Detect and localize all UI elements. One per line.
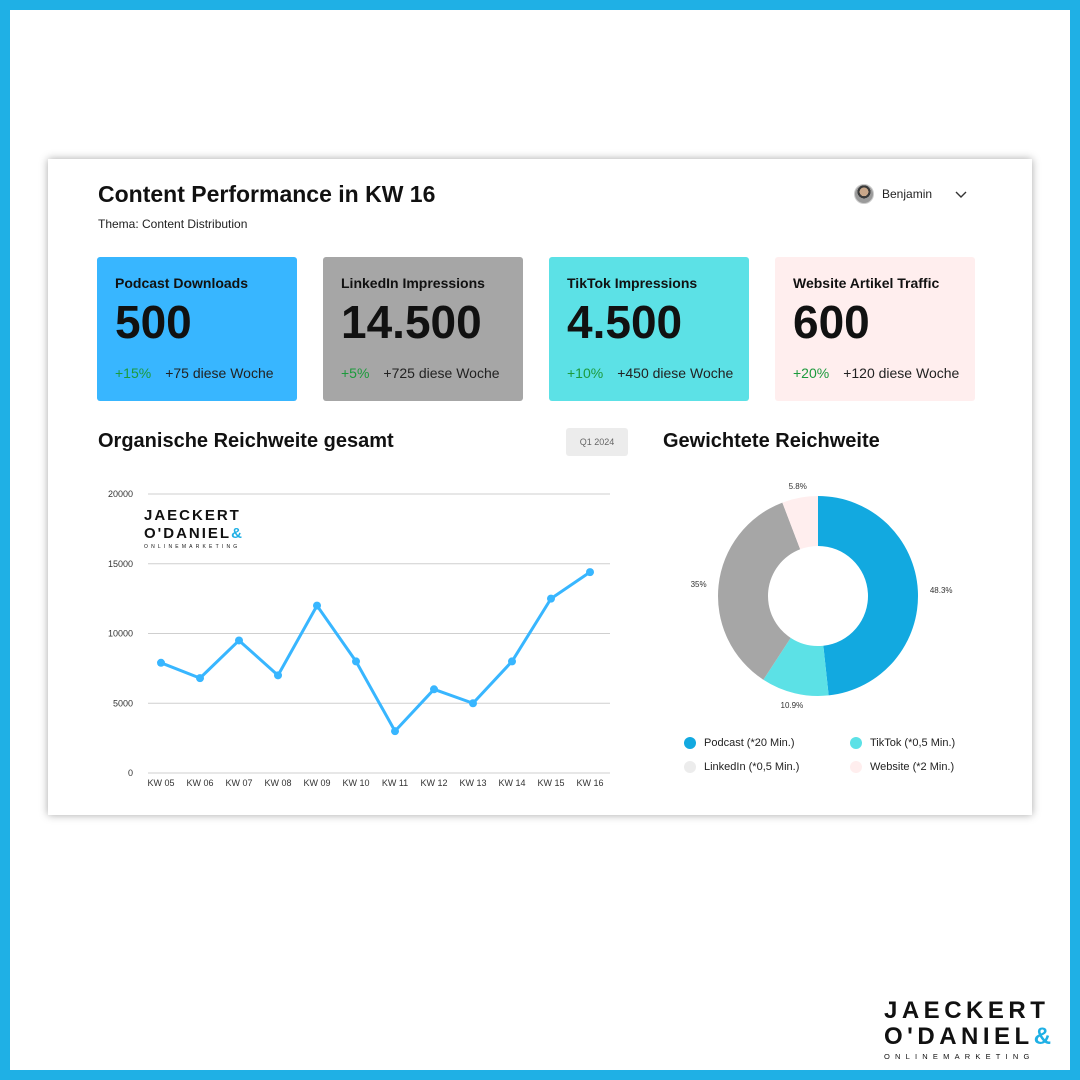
data-point	[235, 636, 243, 645]
y-tick-label: 0	[128, 768, 133, 778]
legend-item-linkedin[interactable]: LinkedIn (*0,5 Min.)	[684, 761, 850, 773]
chart-watermark-logo: JAECKERT O'DANIEL& ONLINEMARKETING	[144, 507, 244, 550]
kpi-label: LinkedIn Impressions	[341, 275, 485, 291]
watermark-line3: ONLINEMARKETING	[144, 544, 241, 550]
kpi-card-podcast: Podcast Downloads 500 +15% +75 diese Woch…	[97, 257, 297, 401]
legend-dot	[684, 761, 696, 773]
y-tick-label: 10000	[108, 629, 133, 639]
user-menu[interactable]: Benjamin	[854, 183, 968, 205]
legend-dot	[850, 737, 862, 749]
data-point	[430, 685, 438, 694]
slice-value-label: 35%	[691, 580, 707, 589]
data-point	[547, 594, 555, 603]
x-tick-label: KW 09	[303, 778, 330, 788]
x-tick-label: KW 06	[186, 778, 213, 788]
line-chart-title: Organische Reichweite gesamt	[98, 430, 394, 452]
kpi-value: 500	[115, 296, 192, 348]
kpi-card-website: Website Artikel Traffic 600 +20% +120 die…	[775, 257, 975, 401]
legend-label: Podcast (*20 Min.)	[704, 737, 795, 749]
legend-item-tiktok[interactable]: TikTok (*0,5 Min.)	[850, 737, 994, 749]
avatar[interactable]	[854, 184, 874, 204]
data-point	[196, 674, 204, 683]
x-tick-label: KW 10	[342, 778, 369, 788]
data-point	[274, 671, 282, 680]
data-point	[586, 568, 594, 577]
data-point	[352, 657, 360, 666]
y-tick-label: 20000	[108, 489, 133, 499]
watermark-line2: O'DANIEL	[144, 525, 232, 542]
brand-line3: ONLINEMARKETING	[884, 1052, 1035, 1061]
x-tick-label: KW 11	[382, 778, 408, 788]
watermark-amp: &	[231, 525, 244, 542]
y-tick-label: 15000	[108, 559, 133, 569]
legend-dot	[850, 761, 862, 773]
kpi-label: Website Artikel Traffic	[793, 275, 940, 291]
x-tick-label: KW 14	[498, 778, 525, 788]
donut-legend: Podcast (*20 Min.) TikTok (*0,5 Min.) Li…	[684, 737, 994, 773]
dashboard-panel: Content Performance in KW 16 Thema: Cont…	[48, 159, 1032, 815]
kpi-change-pct: +20%	[793, 365, 830, 381]
donut-chart: 48.3% 10.9% 35% 5.8%	[691, 482, 953, 710]
kpi-change-pct: +15%	[115, 365, 152, 381]
kpi-value: 14.500	[341, 296, 482, 348]
user-name[interactable]: Benjamin	[882, 187, 933, 201]
watermark-line1: JAECKERT	[144, 507, 241, 524]
brand-line1: JAECKERT	[884, 997, 1050, 1024]
kpi-change-pct: +5%	[341, 365, 370, 381]
brand-logo: JAECKERT O'DANIEL& ONLINEMARKETING	[884, 997, 1056, 1062]
x-tick-label: KW 07	[225, 778, 252, 788]
donut-slice	[818, 496, 918, 696]
legend-label: LinkedIn (*0,5 Min.)	[704, 761, 800, 773]
x-tick-label: KW 05	[147, 778, 174, 788]
page-title: Content Performance in KW 16	[98, 181, 436, 207]
donut-slice	[763, 637, 829, 696]
donut-slice	[718, 502, 801, 680]
legend-label: TikTok (*0,5 Min.)	[870, 737, 956, 749]
period-selector[interactable]: Q1 2024	[566, 428, 628, 456]
data-point	[508, 657, 516, 666]
donut-slice	[782, 496, 818, 550]
kpi-label: Podcast Downloads	[115, 275, 249, 291]
kpi-value: 600	[793, 296, 870, 348]
kpi-change-pct: +10%	[567, 365, 604, 381]
x-tick-label: KW 15	[537, 778, 564, 788]
x-tick-label: KW 08	[264, 778, 291, 788]
data-point	[391, 727, 399, 736]
x-tick-label: KW 12	[420, 778, 447, 788]
donut-chart-title: Gewichtete Reichweite	[663, 430, 880, 452]
legend-label: Website (*2 Min.)	[870, 761, 955, 773]
slice-value-label: 10.9%	[781, 701, 804, 710]
legend-dot	[684, 737, 696, 749]
kpi-label: TikTok Impressions	[567, 275, 698, 291]
kpi-delta: +450 diese Woche	[617, 365, 734, 381]
data-point	[469, 699, 477, 708]
kpi-value: 4.500	[567, 296, 683, 348]
series-line	[160, 570, 591, 733]
kpi-delta: +75 diese Woche	[165, 365, 274, 381]
chevron-down-icon[interactable]	[954, 187, 968, 201]
kpi-delta: +725 diese Woche	[383, 365, 500, 381]
slice-value-label: 48.3%	[930, 586, 953, 595]
brand-amp: &	[1033, 1023, 1056, 1050]
data-point	[157, 658, 165, 667]
kpi-card-tiktok: TikTok Impressions 4.500 +10% +450 diese …	[549, 257, 749, 401]
y-tick-label: 5000	[113, 698, 133, 708]
x-tick-label: KW 16	[576, 778, 603, 788]
brand-line2: O'DANIEL	[884, 1023, 1034, 1050]
line-chart: 0 5000 10000 15000 20000 KW 05 KW 06 KW 07 KW 08…	[108, 489, 610, 788]
kpi-card-linkedin: LinkedIn Impressions 14.500 +5% +725 dies…	[323, 257, 523, 401]
legend-item-website[interactable]: Website (*2 Min.)	[850, 761, 994, 773]
kpi-delta: +120 diese Woche	[843, 365, 960, 381]
data-point	[313, 601, 321, 610]
x-tick-label: KW 13	[459, 778, 486, 788]
page-subtitle: Thema: Content Distribution	[98, 217, 248, 231]
slice-value-label: 5.8%	[789, 482, 807, 491]
legend-item-podcast[interactable]: Podcast (*20 Min.)	[684, 737, 850, 749]
